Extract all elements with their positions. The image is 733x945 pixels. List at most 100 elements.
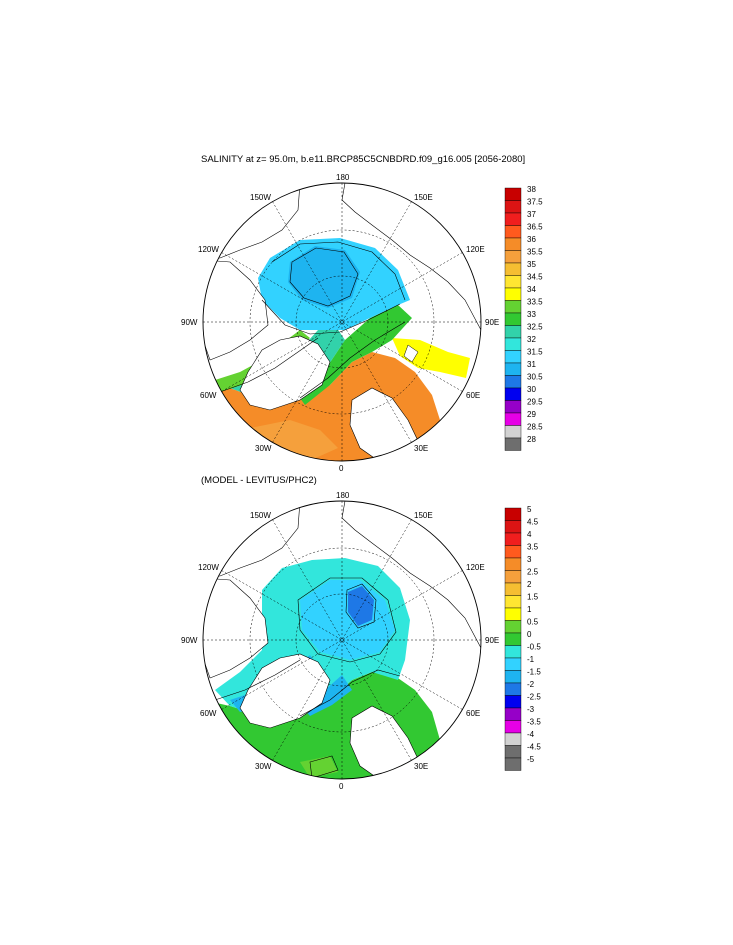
p1-colorbar-swatch	[504, 400, 522, 414]
p1-colorbar-label: 28	[527, 435, 536, 444]
p1-colorbar-swatch	[504, 387, 522, 401]
p2-colorbar-swatch	[504, 720, 522, 734]
p2-colorbar-swatch	[504, 595, 522, 609]
p2-colorbar-swatch	[504, 657, 522, 671]
p2-lon-60e: 60E	[466, 709, 480, 718]
p2-colorbar-label: -1	[527, 655, 535, 664]
p2-lon-60w: 60W	[200, 709, 217, 718]
p2-lon-120e: 120E	[466, 563, 485, 572]
p2-colorbar-label: -4	[527, 730, 535, 739]
p1-colorbar-label: 34	[527, 285, 536, 294]
p2-colorbar-label: 1.5	[527, 593, 539, 602]
p1-colorbar-label: 33.5	[527, 298, 543, 307]
p1-colorbar-label: 37.5	[527, 198, 543, 207]
p1-colorbar-swatch	[504, 337, 522, 351]
p2-colorbar-label: -3.5	[527, 718, 541, 727]
p2-lon-180: 180	[336, 491, 350, 500]
p2-colorbar-label: 2.5	[527, 568, 539, 577]
p2-colorbar-label: -0.5	[527, 643, 541, 652]
p2-lon-90w: 90W	[181, 636, 198, 645]
p2-colorbar-swatch	[504, 570, 522, 584]
p2-colorbar-swatch	[504, 607, 522, 621]
p1-colorbar-label: 29.5	[527, 398, 543, 407]
p1-colorbar-label: 30	[527, 385, 536, 394]
p1-lon-120w: 120W	[198, 245, 219, 254]
p2-colorbar-swatch	[504, 757, 522, 771]
p1-colorbar-swatch	[504, 225, 522, 239]
p2-lon-120w: 120W	[198, 563, 219, 572]
p2-colorbar-label: -1.5	[527, 668, 541, 677]
p1-colorbar-label: 35	[527, 260, 536, 269]
p2-colorbar-swatch	[504, 545, 522, 559]
p2-colorbar-swatch	[504, 582, 522, 596]
panel2-map: 180 0 90W 90E 150W 120W 150E 120E 60W 30…	[181, 491, 499, 791]
p2-colorbar-swatch	[504, 557, 522, 571]
p1-colorbar-label: 36.5	[527, 223, 543, 232]
p2-lon-0: 0	[339, 782, 344, 791]
p2-lon-150w: 150W	[250, 511, 271, 520]
p2-graticule	[203, 501, 481, 779]
p1-colorbar-label: 38	[527, 185, 536, 194]
panel1-colorbar: 38 37.5 37 36.5 36 35.5 35 34.5 34 33.5 33 32.5 32 31…	[504, 185, 543, 451]
p1-colorbar-swatch	[504, 200, 522, 214]
p1-colorbar-label: 32.5	[527, 323, 543, 332]
p2-lon-150e: 150E	[414, 511, 433, 520]
p1-colorbar-swatch	[504, 325, 522, 339]
p1-colorbar-label: 30.5	[527, 373, 543, 382]
p2-colorbar-swatch	[504, 695, 522, 709]
p1-colorbar-swatch	[504, 412, 522, 426]
p2-colorbar-label: -2	[527, 680, 535, 689]
panel1-map: 180 0 90W 90E 150W 120W 150E 120E 60W 30…	[181, 173, 499, 473]
p1-shelf-green	[300, 305, 412, 405]
p2-colorbar-label: 3.5	[527, 543, 539, 552]
p1-lon-150w: 150W	[250, 193, 271, 202]
p2-colorbar-swatch	[504, 507, 522, 521]
p1-colorbar-swatch	[504, 437, 522, 451]
p2-colorbar-swatch	[504, 707, 522, 721]
p2-colorbar-swatch	[504, 732, 522, 746]
p1-lon-90w: 90W	[181, 318, 198, 327]
p2-lon-90e: 90E	[485, 636, 499, 645]
p2-colorbar-label: 0	[527, 630, 532, 639]
p2-colorbar-label: -4.5	[527, 743, 541, 752]
p1-colorbar-swatch	[504, 350, 522, 364]
p1-colorbar-swatch	[504, 262, 522, 276]
p2-colorbar-swatch	[504, 532, 522, 546]
p2-colorbar-swatch	[504, 682, 522, 696]
p1-colorbar-swatch	[504, 187, 522, 201]
p2-colorbar-label: 0.5	[527, 618, 539, 627]
p1-colorbar-swatch	[504, 300, 522, 314]
p1-colorbar-label: 36	[527, 235, 536, 244]
p1-colorbar-swatch	[504, 287, 522, 301]
p1-lon-120e: 120E	[466, 245, 485, 254]
p2-colorbar-swatch	[504, 670, 522, 684]
p1-colorbar-label: 35.5	[527, 248, 543, 257]
panel2-title: (MODEL - LEVITUS/PHC2)	[201, 475, 317, 486]
p1-colorbar-swatch	[504, 312, 522, 326]
p2-colorbar-label: 4.5	[527, 518, 539, 527]
p2-colorbar-label: -3	[527, 705, 535, 714]
p1-lon-90e: 90E	[485, 318, 499, 327]
panel1-title: SALINITY at z= 95.0m, b.e11.BRCP85C5CNBD…	[201, 154, 526, 165]
p1-colorbar-label: 28.5	[527, 423, 543, 432]
p2-colorbar-label: 3	[527, 555, 532, 564]
p1-colorbar-label: 32	[527, 335, 536, 344]
p1-colorbar-label: 31	[527, 360, 536, 369]
p1-lon-60e: 60E	[466, 391, 480, 400]
p1-colorbar-swatch	[504, 275, 522, 289]
p2-greenland	[239, 653, 331, 729]
p2-colorbar-swatch	[504, 645, 522, 659]
p1-colorbar-swatch	[504, 375, 522, 389]
p1-colorbar-swatch	[504, 425, 522, 439]
p1-lon-60w: 60W	[200, 391, 217, 400]
p1-lon-30w: 30W	[255, 444, 272, 453]
panel2-colorbar: 5 4.5 4 3.5 3 2.5 2 1.5 1 0.5 0 -0.5 -1 -1.5 -2 -2.5 -3 -…	[504, 505, 541, 771]
p1-lon-150e: 150E	[414, 193, 433, 202]
p1-colorbar-label: 31.5	[527, 348, 543, 357]
p1-colorbar-swatch	[504, 362, 522, 376]
p2-colorbar-label: 2	[527, 580, 532, 589]
p1-lon-180: 180	[336, 173, 350, 182]
p2-colorbar-label: 1	[527, 605, 532, 614]
p1-greenland	[239, 335, 331, 411]
